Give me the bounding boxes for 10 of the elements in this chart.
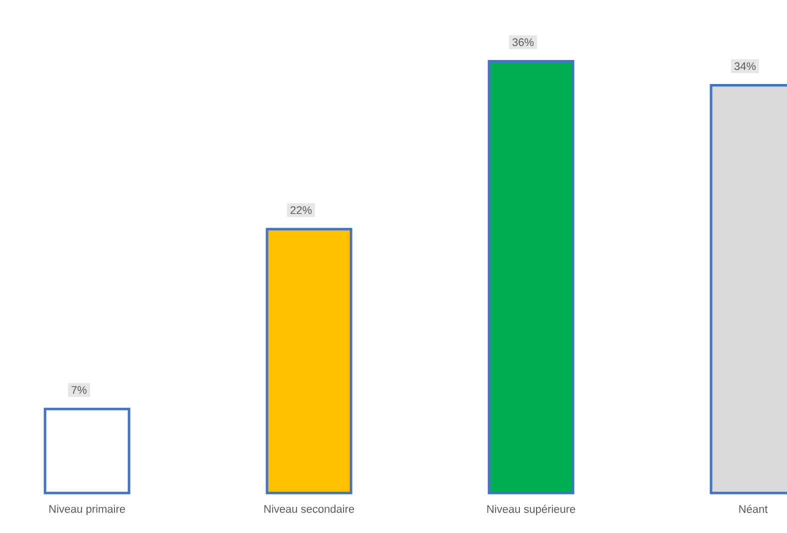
data-label: 22%	[290, 206, 312, 214]
x-tick-label: Niveau supérieure	[487, 504, 576, 516]
data-label: 34%	[734, 62, 756, 70]
x-tick-label: Néant	[739, 504, 768, 513]
data-label: 7%	[72, 386, 87, 394]
x-tick-label: Niveau primaire	[49, 504, 126, 516]
bar	[44, 408, 130, 494]
bar	[266, 228, 352, 494]
x-tick-label: Niveau secondaire	[264, 504, 354, 513]
data-label: 36%	[512, 38, 534, 46]
